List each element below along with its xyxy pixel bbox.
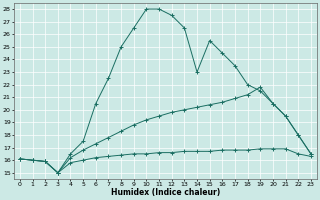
X-axis label: Humidex (Indice chaleur): Humidex (Indice chaleur) xyxy=(111,188,220,197)
